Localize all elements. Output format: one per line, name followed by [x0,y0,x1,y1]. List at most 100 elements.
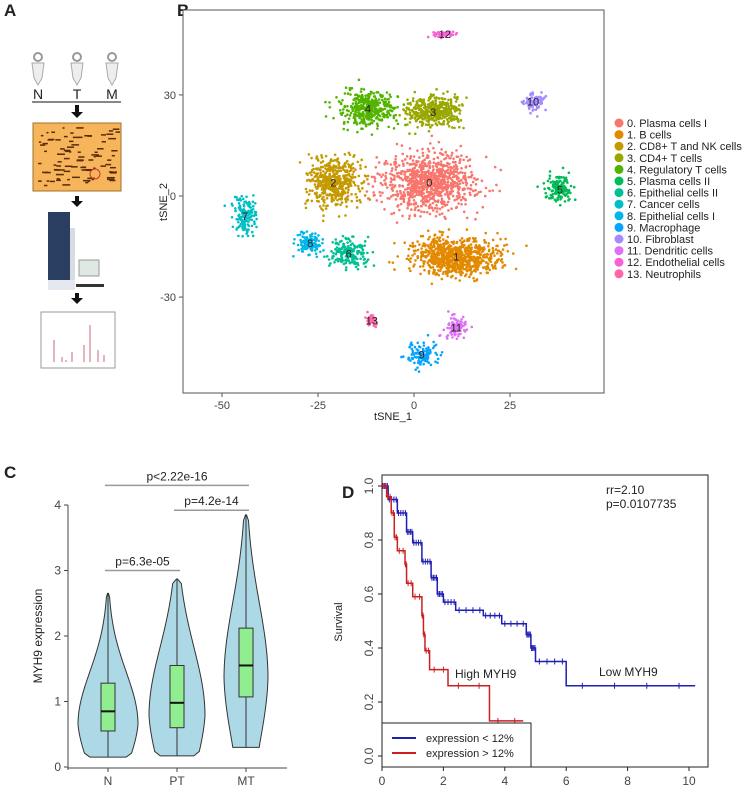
point-cluster-4 [367,95,371,98]
point-cluster-2 [339,203,342,207]
point-cluster-6 [331,257,334,260]
point-cluster-10 [529,92,532,96]
point-cluster-0 [421,178,424,181]
point-cluster-1 [434,255,438,259]
point-cluster-12 [442,31,446,34]
point-cluster-0 [394,193,397,197]
point-cluster-3 [454,117,458,121]
point-cluster-1 [439,248,443,251]
point-cluster-3 [408,111,412,115]
point-cluster-0 [421,147,424,151]
point-cluster-2 [352,180,355,184]
point-cluster-0 [428,197,432,201]
legend-swatch [614,257,624,267]
point-cluster-8 [309,242,313,246]
point-cluster-1 [445,239,448,243]
point-cluster-8 [311,232,314,235]
point-cluster-3 [423,103,427,106]
point-cluster-6 [342,243,345,247]
point-cluster-0 [432,146,435,150]
point-cluster-0 [394,198,398,201]
point-cluster-4 [376,112,380,116]
point-cluster-5 [565,179,568,183]
point-cluster-0 [420,170,423,174]
point-cluster-5 [563,185,567,189]
point-cluster-0 [432,157,436,161]
point-cluster-1 [421,264,425,268]
point-cluster-5 [547,186,551,190]
point-cluster-0 [394,155,398,158]
point-cluster-0 [408,214,411,218]
point-cluster-8 [310,235,313,238]
point-cluster-0 [450,151,454,155]
point-cluster-1 [405,257,409,261]
point-cluster-1 [499,237,502,241]
point-cluster-1 [491,246,495,250]
point-cluster-13 [374,325,378,329]
point-cluster-1 [423,260,426,263]
point-cluster-0 [451,194,455,198]
point-cluster-0 [466,159,470,162]
point-cluster-3 [440,97,443,100]
point-cluster-0 [422,167,425,171]
point-cluster-0 [454,163,458,167]
point-cluster-7 [241,234,244,238]
point-cluster-1 [413,244,417,248]
point-cluster-9 [414,368,418,372]
point-cluster-2 [330,196,334,200]
point-cluster-3 [448,116,451,120]
point-cluster-3 [437,121,441,124]
point-cluster-0 [391,167,394,170]
point-cluster-4 [386,115,390,119]
point-cluster-2 [322,184,325,188]
point-cluster-1 [428,258,432,262]
point-cluster-2 [355,199,359,203]
point-cluster-2 [340,195,343,198]
point-cluster-0 [476,177,479,181]
point-cluster-0 [406,161,409,165]
point-cluster-5 [553,191,557,195]
point-cluster-0 [484,155,488,159]
point-cluster-0 [444,169,448,173]
point-cluster-0 [391,173,394,177]
point-cluster-1 [473,239,477,243]
point-cluster-3 [418,114,421,117]
point-cluster-0 [367,182,370,186]
point-cluster-0 [411,196,415,199]
point-cluster-2 [319,161,323,164]
point-cluster-11 [453,332,456,336]
point-cluster-0 [455,205,459,209]
point-cluster-2 [343,174,346,178]
point-cluster-0 [452,168,456,172]
point-cluster-2 [325,197,329,200]
point-cluster-7 [242,227,246,231]
point-cluster-11 [452,322,455,325]
point-cluster-8 [301,235,304,238]
point-cluster-9 [436,357,440,361]
point-cluster-11 [454,318,457,321]
point-cluster-1 [429,244,433,247]
point-cluster-0 [430,182,434,186]
point-cluster-7 [235,196,238,199]
point-cluster-1 [422,242,426,246]
point-cluster-0 [438,213,441,216]
tube-icon [33,52,43,62]
point-cluster-0 [464,198,467,202]
point-cluster-0 [456,191,460,194]
point-cluster-0 [425,179,429,183]
point-cluster-9 [429,363,433,367]
point-cluster-2 [327,186,331,189]
point-cluster-1 [464,268,468,271]
x-tick-label: -25 [310,400,326,412]
point-cluster-2 [353,183,357,187]
point-cluster-0 [380,175,383,179]
point-cluster-0 [390,169,393,173]
point-cluster-0 [443,193,447,196]
point-cluster-9 [420,352,424,356]
point-cluster-8 [301,250,305,253]
point-cluster-0 [437,177,441,180]
point-cluster-3 [449,100,453,103]
point-cluster-0 [407,217,411,220]
point-cluster-7 [250,218,254,222]
point-cluster-0 [372,191,375,194]
